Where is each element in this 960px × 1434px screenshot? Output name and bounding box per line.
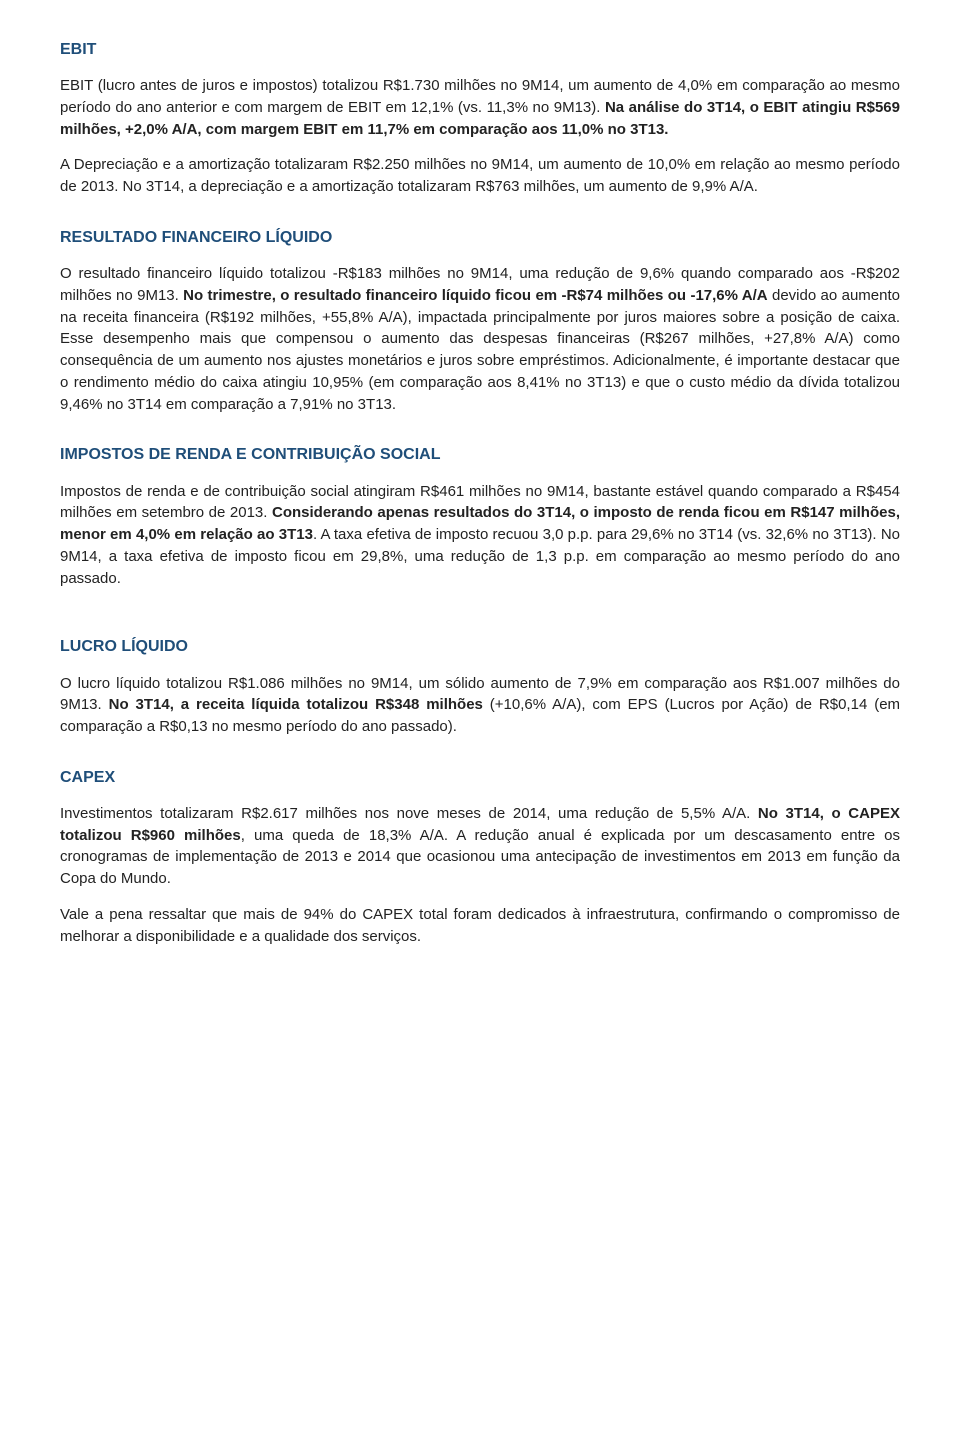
heading-capex: CAPEX bbox=[60, 766, 900, 789]
section-ebit: EBIT EBIT (lucro antes de juros e impost… bbox=[60, 38, 900, 198]
paragraph: A Depreciação e a amortização totalizara… bbox=[60, 154, 900, 198]
paragraph: O resultado financeiro líquido totalizou… bbox=[60, 263, 900, 415]
paragraph: Investimentos totalizaram R$2.617 milhõe… bbox=[60, 803, 900, 890]
text: Investimentos totalizaram R$2.617 milhõe… bbox=[60, 805, 758, 822]
paragraph: Vale a pena ressaltar que mais de 94% do… bbox=[60, 904, 900, 948]
paragraph: EBIT (lucro antes de juros e impostos) t… bbox=[60, 75, 900, 140]
heading-lucro: LUCRO LÍQUIDO bbox=[60, 635, 900, 658]
heading-impostos: IMPOSTOS DE RENDA E CONTRIBUIÇÃO SOCIAL bbox=[60, 443, 900, 466]
text-bold: No 3T14, a receita líquida totalizou R$3… bbox=[109, 696, 483, 713]
text-bold: No trimestre, o resultado financeiro líq… bbox=[183, 287, 767, 304]
section-capex: CAPEX Investimentos totalizaram R$2.617 … bbox=[60, 766, 900, 948]
paragraph: O lucro líquido totalizou R$1.086 milhõe… bbox=[60, 673, 900, 738]
section-lucro-liquido: LUCRO LÍQUIDO O lucro líquido totalizou … bbox=[60, 635, 900, 737]
heading-rfl: RESULTADO FINANCEIRO LÍQUIDO bbox=[60, 226, 900, 249]
text: devido ao aumento na receita financeira … bbox=[60, 287, 900, 413]
paragraph: Impostos de renda e de contribuição soci… bbox=[60, 481, 900, 590]
section-impostos: IMPOSTOS DE RENDA E CONTRIBUIÇÃO SOCIAL … bbox=[60, 443, 900, 589]
section-resultado-financeiro: RESULTADO FINANCEIRO LÍQUIDO O resultado… bbox=[60, 226, 900, 415]
heading-ebit: EBIT bbox=[60, 38, 900, 61]
